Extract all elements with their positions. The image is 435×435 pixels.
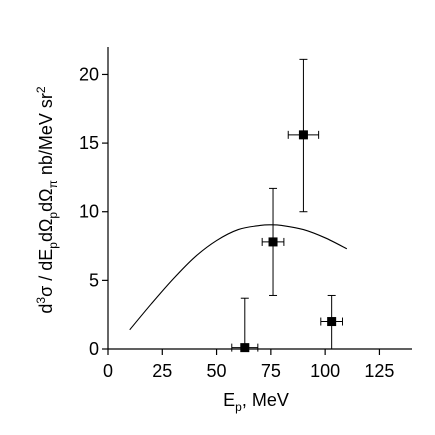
square-marker [268, 237, 278, 247]
y-label-part-6: p [46, 212, 60, 219]
y-tick-label-0: 0 [89, 339, 99, 359]
y-label-part-10: 2 [34, 86, 48, 93]
y-axis-label: d3σ / dEpdΩpdΩπ nb/MeV sr2 [34, 86, 60, 313]
y-label-part-5: dΩ [36, 219, 56, 242]
x-label-tail: , MeV [242, 390, 289, 410]
x-label-sub: p [235, 400, 242, 414]
y-label-part-7: dΩ [36, 188, 56, 211]
y-label-part-4: p [46, 242, 60, 249]
x-label-main: E [223, 390, 235, 410]
y-label-part-1: d [36, 304, 56, 314]
y-tick-label-10: 10 [79, 202, 99, 222]
axes [107, 47, 412, 350]
x-tick-label-100: 100 [310, 361, 340, 381]
x-tick-label-75: 75 [261, 361, 281, 381]
model-curve [129, 224, 348, 331]
x-tick-label-0: 0 [103, 361, 113, 381]
y-label-part-8: π [46, 180, 60, 188]
x-ticks: 0 25 50 75 100 125 [103, 349, 394, 381]
x-tick-label-125: 125 [364, 361, 394, 381]
y-tick-label-5: 5 [89, 270, 99, 290]
square-marker [298, 130, 308, 140]
data-point-3 [287, 58, 320, 213]
x-tick-label-50: 50 [207, 361, 227, 381]
y-tick-label-15: 15 [79, 133, 99, 153]
data-point-2 [261, 187, 285, 296]
y-label-part-2: 3 [34, 297, 48, 304]
y-ticks: 0 5 10 15 20 [79, 64, 108, 359]
data-points [231, 58, 344, 353]
square-marker [240, 343, 250, 353]
data-point-4 [320, 294, 344, 350]
x-tick-label-25: 25 [152, 361, 172, 381]
square-marker [327, 317, 337, 327]
x-axis-label: Ep, MeV [223, 390, 289, 414]
y-label-part-3: σ / dE [36, 249, 56, 297]
y-label-part-9: nb/MeV sr [36, 93, 56, 180]
y-tick-label-20: 20 [79, 64, 99, 84]
data-point-1 [231, 297, 259, 353]
